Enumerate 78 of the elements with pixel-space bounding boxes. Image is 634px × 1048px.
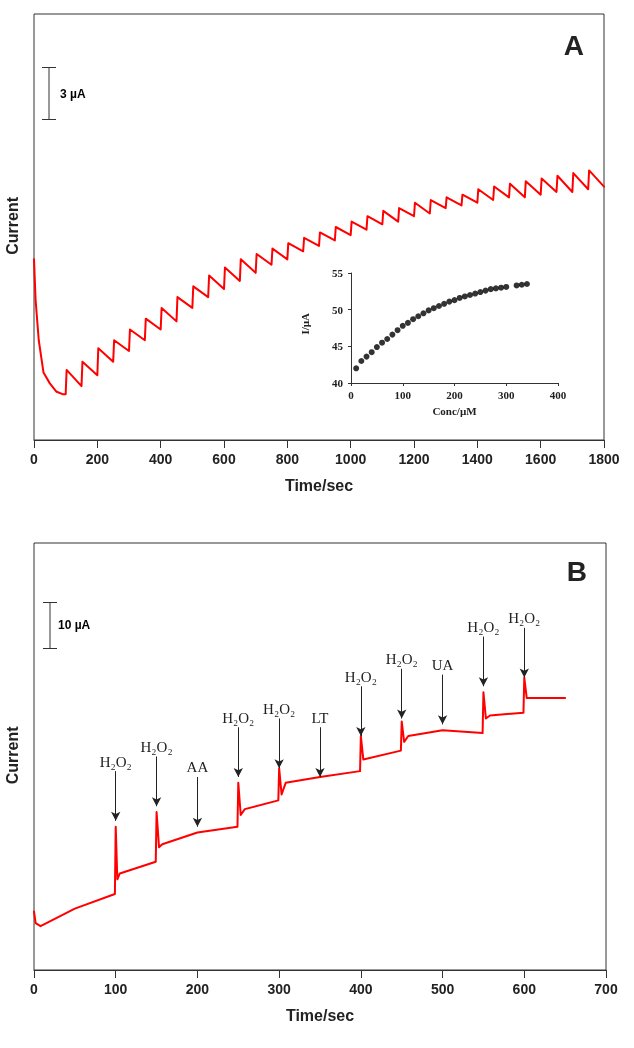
- x-tick-label: 400: [349, 981, 373, 997]
- point: [446, 298, 453, 305]
- y-axis-title: I/µA: [298, 312, 311, 335]
- x-tick-label: 100: [104, 981, 128, 997]
- point: [394, 327, 401, 334]
- y-tick-label: 55: [332, 267, 344, 279]
- y-tick-label: 40: [332, 377, 344, 389]
- point: [523, 281, 530, 287]
- x-tick-label: 300: [267, 981, 292, 997]
- point: [373, 344, 380, 351]
- x-tick-label: 800: [275, 451, 300, 467]
- x-tick-label: 1800: [588, 451, 620, 467]
- x-axis-title: Time/sec: [285, 1006, 355, 1024]
- annotation: H₂O₂: [385, 651, 418, 668]
- x-tick-label: 300: [498, 388, 515, 401]
- point: [399, 322, 406, 329]
- point: [498, 284, 505, 291]
- point: [477, 289, 484, 296]
- x-tick-label: 1000: [335, 451, 367, 467]
- point: [430, 305, 437, 312]
- x-tick-label: 100: [394, 388, 412, 401]
- point: [518, 281, 525, 288]
- annotation: LT: [311, 709, 329, 726]
- point: [425, 307, 432, 314]
- x-tick-label: 1200: [398, 451, 430, 467]
- point: [389, 331, 396, 338]
- x-tick-label: 1400: [461, 451, 494, 467]
- x-tick-label: 200: [446, 388, 464, 401]
- x-tick-label: 0: [348, 388, 355, 401]
- annotation: H₂O₂: [344, 668, 377, 685]
- x-tick-label: 400: [148, 451, 173, 467]
- text: 3 µA: [60, 87, 86, 101]
- point: [410, 316, 417, 323]
- point: [404, 319, 411, 326]
- x-tick-label: 0: [30, 451, 39, 467]
- x-tick-label: 600: [212, 451, 236, 467]
- point: [353, 365, 360, 372]
- annotation: H₂O₂: [99, 753, 132, 770]
- x-tick-label: 500: [430, 981, 455, 997]
- point: [379, 339, 386, 346]
- y-axis-title: Current: [3, 196, 21, 255]
- point: [420, 310, 427, 317]
- point: [503, 283, 510, 290]
- x-tick-label: 400: [549, 388, 567, 401]
- point: [441, 300, 448, 307]
- x-tick-label: 200: [85, 451, 110, 467]
- point: [451, 297, 458, 304]
- y-tick-label: 50: [332, 303, 344, 316]
- y-tick-label: 45: [332, 340, 344, 353]
- point: [492, 285, 499, 292]
- point: [358, 358, 365, 364]
- annotation: UA: [431, 657, 454, 674]
- annotation: H₂O₂: [508, 610, 541, 627]
- x-axis-title: Conc/µM: [432, 404, 478, 417]
- point: [435, 303, 442, 309]
- x-tick-label: 0: [30, 981, 39, 997]
- chart-title: B: [566, 555, 588, 587]
- text: 10 µA: [58, 618, 91, 632]
- annotation: AA: [186, 759, 209, 776]
- point: [487, 286, 494, 293]
- point: [363, 353, 370, 360]
- point: [384, 336, 391, 342]
- point: [415, 313, 422, 320]
- point: [472, 290, 479, 297]
- x-tick-label: 1600: [525, 451, 557, 467]
- point: [368, 349, 375, 356]
- chart-title: A: [563, 29, 585, 61]
- annotation: H₂O₂: [222, 709, 255, 726]
- annotation: H₂O₂: [263, 700, 296, 717]
- point: [467, 292, 474, 298]
- x-axis-title: Time/sec: [284, 476, 354, 494]
- annotation: H₂O₂: [467, 619, 500, 636]
- x-tick-label: 600: [512, 981, 537, 997]
- x-tick-label: 200: [185, 981, 210, 997]
- annotation: H₂O₂: [140, 739, 173, 755]
- y-axis-title: Current: [3, 725, 21, 785]
- point: [456, 294, 463, 301]
- x-tick-label: 700: [594, 981, 618, 997]
